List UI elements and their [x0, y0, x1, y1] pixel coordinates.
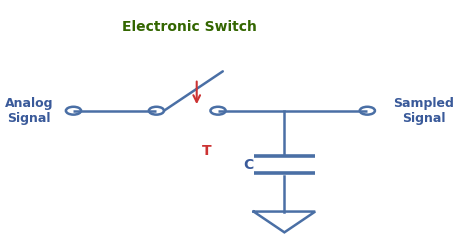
Text: Electronic Switch: Electronic Switch: [122, 20, 257, 34]
Text: Analog
Signal: Analog Signal: [5, 97, 53, 125]
Text: Sampled
Signal: Sampled Signal: [393, 97, 454, 125]
Text: T: T: [201, 144, 211, 158]
Text: C: C: [243, 158, 254, 172]
